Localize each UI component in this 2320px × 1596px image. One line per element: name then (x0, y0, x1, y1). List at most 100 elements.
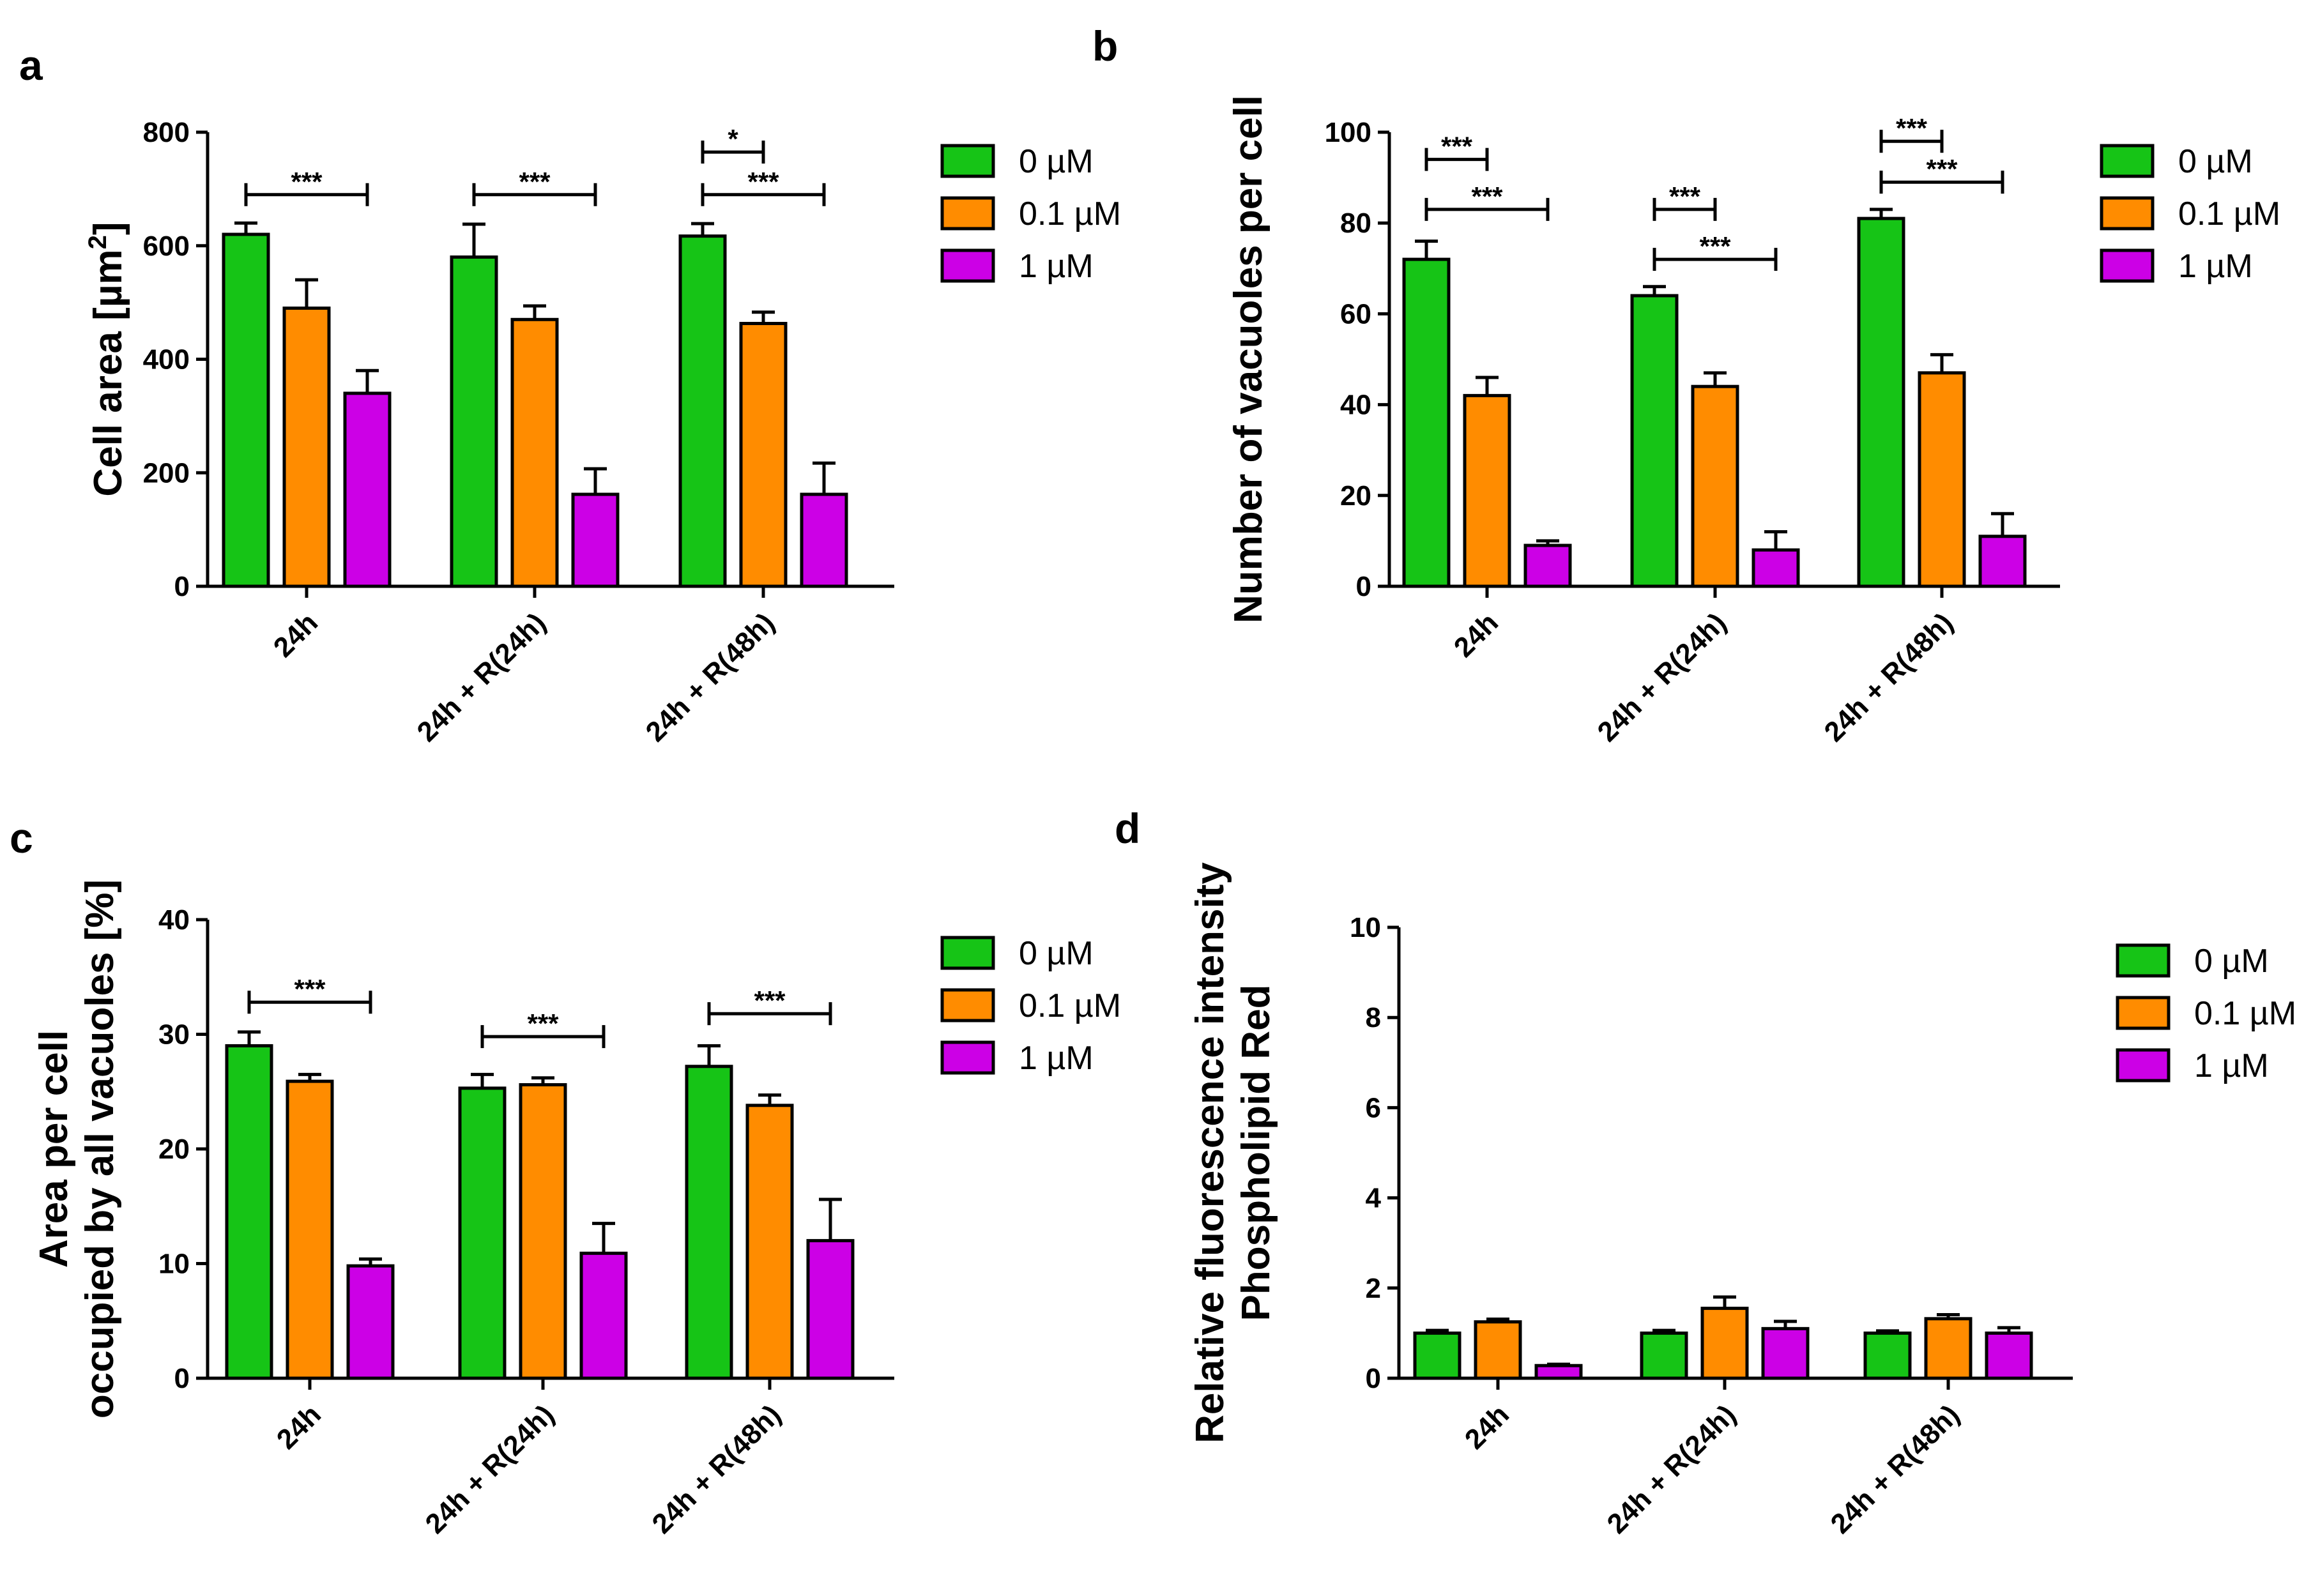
y-tick-label: 30 (158, 1019, 190, 1051)
bar-a-2-2 (800, 492, 848, 588)
bar-d-0-1 (1474, 1320, 1522, 1380)
bar-d-0-2 (1534, 1364, 1583, 1380)
bar-a-0-0 (222, 232, 270, 588)
chart-panel-d: d Relative fluorescence intensity Phosphol… (1115, 805, 2296, 1540)
bar-a-1-2 (571, 492, 620, 588)
y-axis-label: Cell area [µm2] (84, 222, 130, 496)
x-tick-label: 24h + R(48h) (646, 1399, 788, 1540)
bar-a-1-0 (450, 255, 498, 588)
bar-a-0-2 (343, 391, 392, 588)
y-tick-label: 6 (1366, 1092, 1381, 1123)
panel-letter: d (1115, 805, 1140, 852)
bar-b-2-0 (1857, 217, 1905, 588)
chart-panel-c: c Area per cell occupied by all vacuoles [… (10, 814, 1121, 1540)
bar-b-1-2 (1751, 548, 1800, 588)
y-axis-label-line2: Phospholipid Red (1234, 985, 1278, 1321)
y-tick-label: 0 (174, 571, 190, 602)
panel-letter: c (10, 814, 33, 862)
significance-label: *** (527, 1008, 559, 1038)
bar-d-1-2 (1761, 1326, 1810, 1380)
y-axis-label-text: Cell area [µm (86, 249, 130, 496)
x-tick-label: 24h + R(24h) (1601, 1399, 1743, 1540)
legend-label: 0 µM (2194, 943, 2269, 980)
x-tick-label: 24h + R(48h) (640, 607, 781, 748)
y-tick-label: 400 (143, 344, 190, 376)
x-tick-label: 24h (1459, 1399, 1515, 1455)
y-axis-label-line1: Area per cell (32, 1030, 76, 1268)
bar-d-2-0 (1863, 1331, 1912, 1380)
significance-label: *** (754, 985, 786, 1015)
y-tick-label: 4 (1366, 1183, 1382, 1214)
bar-c-2-1 (745, 1104, 794, 1380)
legend-swatch (940, 988, 995, 1022)
y-tick-label: 80 (1340, 208, 1371, 239)
bar-b-1-1 (1691, 384, 1739, 588)
bar-d-1-1 (1700, 1307, 1749, 1380)
bar-c-1-2 (579, 1251, 628, 1380)
bar-c-0-1 (286, 1079, 334, 1380)
legend-swatch (2100, 248, 2155, 283)
y-tick-label: 100 (1325, 117, 1371, 148)
x-tick-label: 24h + R(24h) (1592, 607, 1733, 748)
legend-swatch (940, 936, 995, 970)
y-tick-label: 20 (158, 1134, 190, 1165)
bar-c-0-2 (346, 1264, 395, 1380)
significance-label: *** (1896, 113, 1928, 143)
y-axis-label-superscript: 2 (84, 235, 112, 249)
legend-swatch (2116, 1048, 2171, 1083)
y-tick-label: 60 (1340, 298, 1371, 330)
legend-swatch (940, 248, 995, 283)
x-tick-label: 24h + R(48h) (1825, 1399, 1966, 1540)
y-axis-label-line2: occupied by all vacuoles [%] (78, 879, 122, 1418)
legend-label: 1 µM (2178, 248, 2253, 285)
legend-label: 0.1 µM (1019, 195, 1121, 232)
legend-swatch (2116, 943, 2171, 978)
bar-b-0-2 (1523, 543, 1572, 588)
y-axis-label-end: ] (86, 222, 130, 235)
significance-label: *** (1669, 181, 1701, 211)
panel-letter: a (19, 42, 43, 89)
bar-b-0-1 (1463, 393, 1511, 588)
y-tick-label: 10 (158, 1249, 190, 1280)
y-tick-label: 0 (1366, 1363, 1381, 1394)
legend-label: 0.1 µM (1019, 987, 1121, 1024)
bar-a-2-0 (678, 234, 727, 588)
legend-swatch (940, 144, 995, 178)
legend-label: 1 µM (1019, 1040, 1094, 1077)
x-tick-label: 24h + R(48h) (1819, 607, 1960, 748)
bar-d-2-2 (1985, 1331, 2033, 1380)
bar-b-1-0 (1630, 294, 1679, 588)
legend-label: 0 µM (2178, 143, 2253, 180)
significance-label: *** (747, 167, 779, 197)
y-tick-label: 0 (174, 1363, 190, 1394)
legend-swatch (2100, 144, 2155, 178)
y-axis-label-line1: Relative fluorescence intensity (1188, 862, 1232, 1443)
significance-label: *** (294, 974, 326, 1004)
y-axis-label-text: Number of vacuoles per cell (1226, 95, 1271, 623)
chart-panel-a: a Cell area [µm2] 0 200 400 600 800 24h 24h + R(… (19, 42, 1121, 748)
bar-d-2-1 (1924, 1317, 1973, 1380)
significance-label: * (728, 124, 738, 154)
bar-c-2-2 (806, 1239, 855, 1380)
legend-swatch (940, 196, 995, 231)
y-tick-label: 2 (1366, 1273, 1381, 1304)
y-axis-label: Number of vacuoles per cell (1226, 95, 1271, 623)
bar-c-1-1 (519, 1083, 567, 1380)
legend-swatch (940, 1040, 995, 1075)
significance-label: *** (1926, 154, 1958, 184)
bar-c-1-0 (458, 1086, 507, 1380)
bar-c-2-0 (685, 1065, 733, 1380)
significance-label: *** (291, 167, 323, 197)
y-tick-label: 10 (1350, 912, 1381, 943)
y-tick-label: 200 (143, 457, 190, 489)
x-tick-label: 24h + R(24h) (411, 607, 553, 748)
significance-label: *** (519, 167, 551, 197)
legend-label: 0 µM (1019, 143, 1094, 180)
bar-b-0-0 (1402, 257, 1451, 588)
bar-d-0-0 (1413, 1331, 1461, 1380)
y-tick-label: 800 (143, 117, 190, 148)
x-tick-label: 24h (268, 607, 324, 663)
significance-label: *** (1699, 231, 1731, 261)
bar-d-1-0 (1640, 1331, 1688, 1380)
